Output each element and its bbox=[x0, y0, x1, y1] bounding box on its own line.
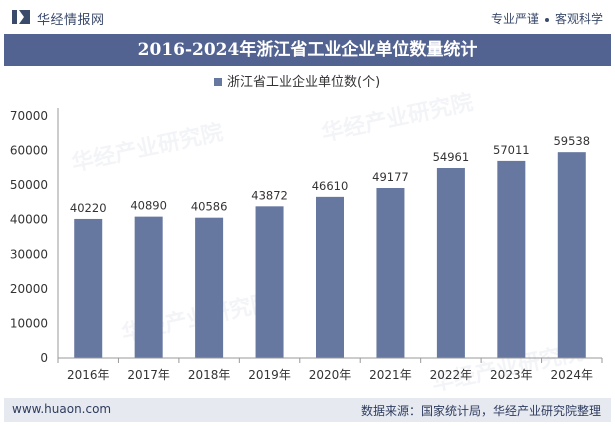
y-tick-label: 10000 bbox=[10, 316, 48, 330]
top-bar: 华经情报网 专业严谨 客观科学 bbox=[0, 0, 615, 34]
separator-dot-icon bbox=[544, 17, 549, 22]
y-tick-label: 50000 bbox=[10, 178, 48, 192]
bar bbox=[195, 217, 224, 358]
x-tick-label: 2019年 bbox=[248, 368, 291, 382]
x-tick-label: 2020年 bbox=[309, 368, 352, 382]
y-tick-label: 70000 bbox=[10, 109, 48, 123]
bar bbox=[255, 206, 284, 358]
data-label: 43872 bbox=[251, 188, 288, 202]
x-tick-label: 2022年 bbox=[430, 368, 473, 382]
x-axis: 2016年 2017年 2018年 2019年 2020年 2021年 2022年 2023年… bbox=[57, 357, 603, 382]
data-label: 54961 bbox=[433, 150, 470, 164]
data-label: 49177 bbox=[372, 170, 409, 184]
x-tick-label: 2021年 bbox=[369, 368, 412, 382]
y-tick-label: 60000 bbox=[10, 144, 48, 158]
y-tick-label: 40000 bbox=[10, 213, 48, 227]
data-label: 59538 bbox=[553, 134, 590, 148]
x-tick-label: 2016年 bbox=[67, 368, 110, 382]
bars: 40220 40890 40586 43872 46610 49177 54961 57011… bbox=[70, 134, 590, 358]
x-tick-label: 2018年 bbox=[188, 368, 231, 382]
x-tick-label: 2023年 bbox=[490, 368, 533, 382]
bar bbox=[134, 216, 163, 358]
website-url: www.huaon.com bbox=[12, 402, 112, 416]
bar bbox=[74, 218, 103, 358]
bar bbox=[376, 187, 405, 358]
y-tick-label: 30000 bbox=[10, 247, 48, 261]
data-label: 40586 bbox=[191, 200, 228, 214]
bar bbox=[557, 152, 586, 358]
brand-name: 华经情报网 bbox=[37, 13, 105, 28]
data-source: 数据来源：国家统计局，华经产业研究院整理 bbox=[360, 404, 601, 418]
data-label: 46610 bbox=[312, 179, 349, 193]
x-tick-label: 2017年 bbox=[127, 368, 170, 382]
legend-swatch bbox=[214, 78, 222, 86]
data-label: 40220 bbox=[70, 201, 107, 215]
x-tick-label: 2024年 bbox=[551, 368, 594, 382]
y-axis: 0 10000 20000 30000 40000 50000 60000 70000 bbox=[10, 108, 59, 365]
bar bbox=[497, 160, 526, 358]
legend-label: 浙江省工业企业单位数(个) bbox=[227, 74, 380, 90]
y-tick-label: 20000 bbox=[10, 282, 48, 296]
legend: 浙江省工业企业单位数(个) bbox=[214, 74, 380, 90]
data-label: 57011 bbox=[493, 143, 530, 157]
bar-chart: 浙江省工业企业单位数(个) 0 10000 20000 30000 40000 50000… bbox=[10, 74, 603, 382]
footer: www.huaon.com 数据来源：国家统计局，华经产业研究院整理 bbox=[4, 398, 611, 422]
slogan: 专业严谨 客观科学 bbox=[491, 10, 603, 27]
data-label: 40890 bbox=[130, 199, 167, 213]
slogan-right: 客观科学 bbox=[554, 12, 603, 26]
bar bbox=[436, 167, 465, 358]
chart-title: 2016-2024年浙江省工业企业单位数量统计 bbox=[4, 34, 611, 66]
bar bbox=[316, 196, 344, 358]
huajing-logo-icon bbox=[12, 10, 30, 24]
slogan-left: 专业严谨 bbox=[490, 12, 539, 26]
y-tick-label: 0 bbox=[40, 351, 48, 365]
